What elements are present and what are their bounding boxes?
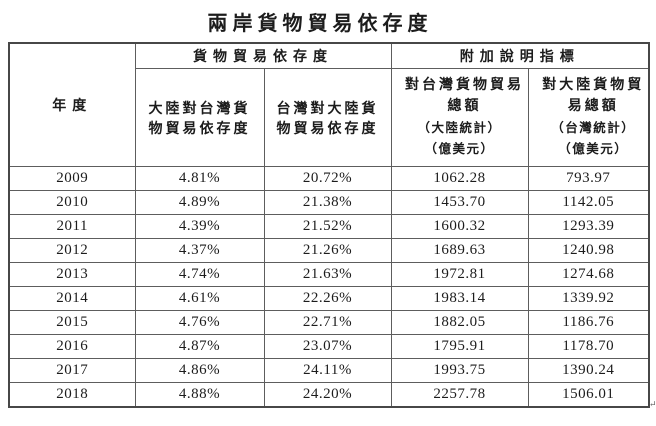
taiwan-total-cell: 1993.75 xyxy=(390,358,529,383)
header-taiwan-dependency: 台灣對大陸貨 物貿易依存度 xyxy=(263,68,392,167)
table-row: 2018 4.88% 24.20% 2257.78 1506.01 xyxy=(8,382,650,408)
year-cell: 2009 xyxy=(8,166,136,191)
table-row: 2017 4.86% 24.11% 1993.75 1390.24 xyxy=(8,358,650,383)
mainland-total-cell: 1506.01 xyxy=(527,382,650,408)
table-row: 2012 4.37% 21.26% 1689.63 1240.98 xyxy=(8,238,650,263)
table-row: 2013 4.74% 21.63% 1972.81 1274.68 xyxy=(8,262,650,287)
mainland-total-cell: 1274.68 xyxy=(527,262,650,287)
header-mainland-trade-total-stat: （台灣統計） xyxy=(551,121,636,136)
mainland-total-cell: 1142.05 xyxy=(527,190,650,215)
table-row: 2015 4.76% 22.71% 1882.05 1186.76 xyxy=(8,310,650,335)
header-group-dependency: 貨物貿易依存度 xyxy=(134,42,392,69)
year-cell: 2017 xyxy=(8,358,136,383)
mainland-dependency-cell: 4.37% xyxy=(134,238,265,263)
taiwan-total-cell: 1795.91 xyxy=(390,334,529,359)
mainland-dependency-cell: 4.76% xyxy=(134,310,265,335)
table-row: 2009 4.81% 20.72% 1062.28 793.97 xyxy=(8,166,650,191)
mainland-dependency-cell: 4.89% xyxy=(134,190,265,215)
mainland-total-cell: 1186.76 xyxy=(527,310,650,335)
taiwan-total-cell: 1600.32 xyxy=(390,214,529,239)
taiwan-total-cell: 1882.05 xyxy=(390,310,529,335)
header-year: 年度 xyxy=(8,42,136,167)
taiwan-dependency-cell: 22.71% xyxy=(263,310,392,335)
taiwan-total-cell: 1983.14 xyxy=(390,286,529,311)
column-header-row: 大陸對台灣貨 物貿易依存度 台灣對大陸貨 物貿易依存度 對台灣貨物貿易 總額 （… xyxy=(9,68,650,167)
table-row: 2016 4.87% 23.07% 1795.91 1178.70 xyxy=(8,334,650,359)
taiwan-dependency-cell: 21.38% xyxy=(263,190,392,215)
year-cell: 2018 xyxy=(8,382,136,408)
taiwan-dependency-cell: 21.26% xyxy=(263,238,392,263)
trade-dependency-table: 年度 貨物貿易依存度 附加說明指標 大陸對台灣貨 物貿易依存度 台灣對大陸貨 物… xyxy=(8,42,650,408)
year-cell: 2014 xyxy=(8,286,136,311)
header-mainland-dependency: 大陸對台灣貨 物貿易依存度 xyxy=(134,68,265,167)
header-mainland-trade-total: 對大陸貨物貿 易總額 （台灣統計） （億美元） xyxy=(527,68,650,167)
table-row: 2014 4.61% 22.26% 1983.14 1339.92 xyxy=(8,286,650,311)
mainland-dependency-cell: 4.86% xyxy=(134,358,265,383)
taiwan-total-cell: 2257.78 xyxy=(390,382,529,408)
mainland-total-cell: 1178.70 xyxy=(527,334,650,359)
year-cell: 2010 xyxy=(8,190,136,215)
header-taiwan-trade-total-title: 對台灣貨物貿易 總額 xyxy=(405,78,524,114)
table-row: 2010 4.89% 21.38% 1453.70 1142.05 xyxy=(8,190,650,215)
year-cell: 2015 xyxy=(8,310,136,335)
year-cell: 2012 xyxy=(8,238,136,263)
taiwan-total-cell: 1453.70 xyxy=(390,190,529,215)
header-mainland-trade-total-title: 對大陸貨物貿 易總額 xyxy=(542,78,645,114)
header-taiwan-trade-total-stat: （大陸統計） xyxy=(417,121,502,136)
taiwan-dependency-cell: 22.26% xyxy=(263,286,392,311)
mainland-dependency-cell: 4.87% xyxy=(134,334,265,359)
mainland-total-cell: 1339.92 xyxy=(527,286,650,311)
taiwan-total-cell: 1062.28 xyxy=(390,166,529,191)
taiwan-dependency-cell: 23.07% xyxy=(263,334,392,359)
header-taiwan-trade-total: 對台灣貨物貿易 總額 （大陸統計） （億美元） xyxy=(390,68,529,167)
mainland-total-cell: 793.97 xyxy=(527,166,650,191)
group-header-row: 年度 貨物貿易依存度 附加說明指標 xyxy=(8,42,650,167)
taiwan-dependency-cell: 24.20% xyxy=(263,382,392,408)
header-group-additional: 附加說明指標 xyxy=(390,42,650,69)
mainland-dependency-cell: 4.61% xyxy=(134,286,265,311)
header-mainland-trade-total-unit: （億美元） xyxy=(558,141,629,156)
paragraph-mark: ↵ xyxy=(649,399,656,409)
mainland-dependency-cell: 4.39% xyxy=(134,214,265,239)
taiwan-dependency-cell: 21.52% xyxy=(263,214,392,239)
mainland-total-cell: 1293.39 xyxy=(527,214,650,239)
table-row: 2011 4.39% 21.52% 1600.32 1293.39 xyxy=(8,214,650,239)
year-cell: 2016 xyxy=(8,334,136,359)
year-cell: 2011 xyxy=(8,214,136,239)
taiwan-dependency-cell: 21.63% xyxy=(263,262,392,287)
page-title: 兩岸貨物貿易依存度 xyxy=(207,13,433,35)
mainland-total-cell: 1240.98 xyxy=(527,238,650,263)
taiwan-total-cell: 1972.81 xyxy=(390,262,529,287)
mainland-dependency-cell: 4.88% xyxy=(134,382,265,408)
taiwan-dependency-cell: 20.72% xyxy=(263,166,392,191)
taiwan-dependency-cell: 24.11% xyxy=(263,358,392,383)
mainland-total-cell: 1390.24 xyxy=(527,358,650,383)
header-taiwan-trade-total-unit: （億美元） xyxy=(424,141,495,156)
year-cell: 2013 xyxy=(8,262,136,287)
mainland-dependency-cell: 4.74% xyxy=(134,262,265,287)
mainland-dependency-cell: 4.81% xyxy=(134,166,265,191)
taiwan-total-cell: 1689.63 xyxy=(390,238,529,263)
